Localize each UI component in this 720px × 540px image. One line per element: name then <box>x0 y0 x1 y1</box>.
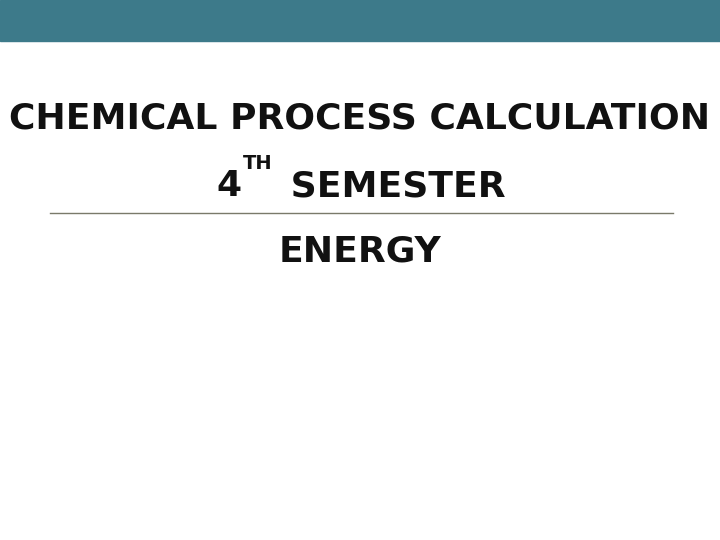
Text: 4: 4 <box>216 170 241 203</box>
Text: TH: TH <box>243 154 273 173</box>
Text: ENERGY: ENERGY <box>279 234 441 268</box>
Text: CHEMICAL PROCESS CALCULATION: CHEMICAL PROCESS CALCULATION <box>9 102 711 136</box>
Text: SEMESTER: SEMESTER <box>278 170 505 203</box>
